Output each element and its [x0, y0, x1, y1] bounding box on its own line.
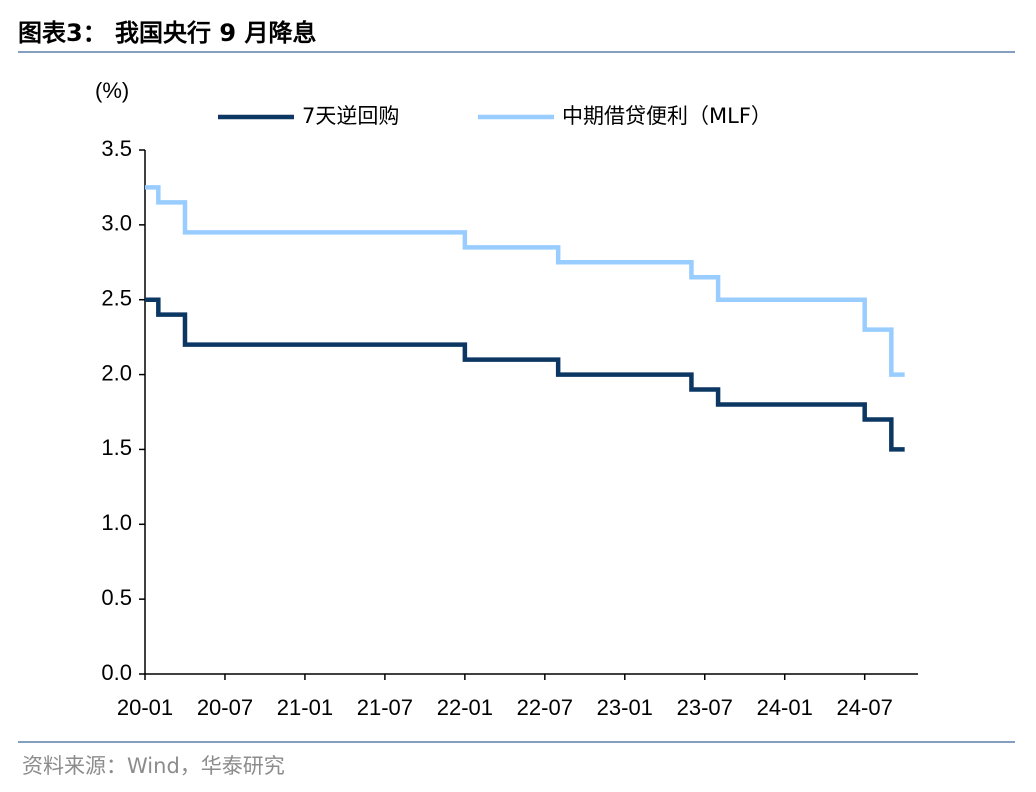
- y-tick-label: 0.0: [101, 660, 132, 685]
- x-tick-label: 20-07: [197, 695, 253, 720]
- y-tick-label: 3.5: [101, 136, 132, 161]
- x-tick-label: 20-01: [117, 695, 173, 720]
- chart-title: 图表3： 我国央行 9 月降息: [18, 19, 316, 47]
- y-tick-label: 2.5: [101, 286, 132, 311]
- source: 资料来源：Wind，华泰研究: [22, 754, 285, 778]
- x-tick-label: 24-07: [837, 695, 893, 720]
- series-line: [145, 185, 905, 377]
- x-tick-label: 21-01: [277, 695, 333, 720]
- y-tick-label: 1.5: [101, 435, 132, 460]
- legend-label: 7天逆回购: [302, 104, 399, 128]
- x-tick-label: 22-07: [517, 695, 573, 720]
- y-tick-label: 3.0: [101, 211, 132, 236]
- x-tick-label: 24-01: [757, 695, 813, 720]
- y-tick-label: 0.5: [101, 585, 132, 610]
- y-axis-label: (%): [95, 78, 129, 103]
- x-tick-label: 22-01: [437, 695, 493, 720]
- x-tick-label: 23-01: [597, 695, 653, 720]
- x-tick-label: 21-07: [357, 695, 413, 720]
- series-line: [145, 297, 905, 452]
- legend-label: 中期借贷便利（MLF）: [562, 104, 772, 128]
- x-tick-label: 23-07: [677, 695, 733, 720]
- y-tick-label: 2.0: [101, 360, 132, 385]
- y-tick-label: 1.0: [101, 510, 132, 535]
